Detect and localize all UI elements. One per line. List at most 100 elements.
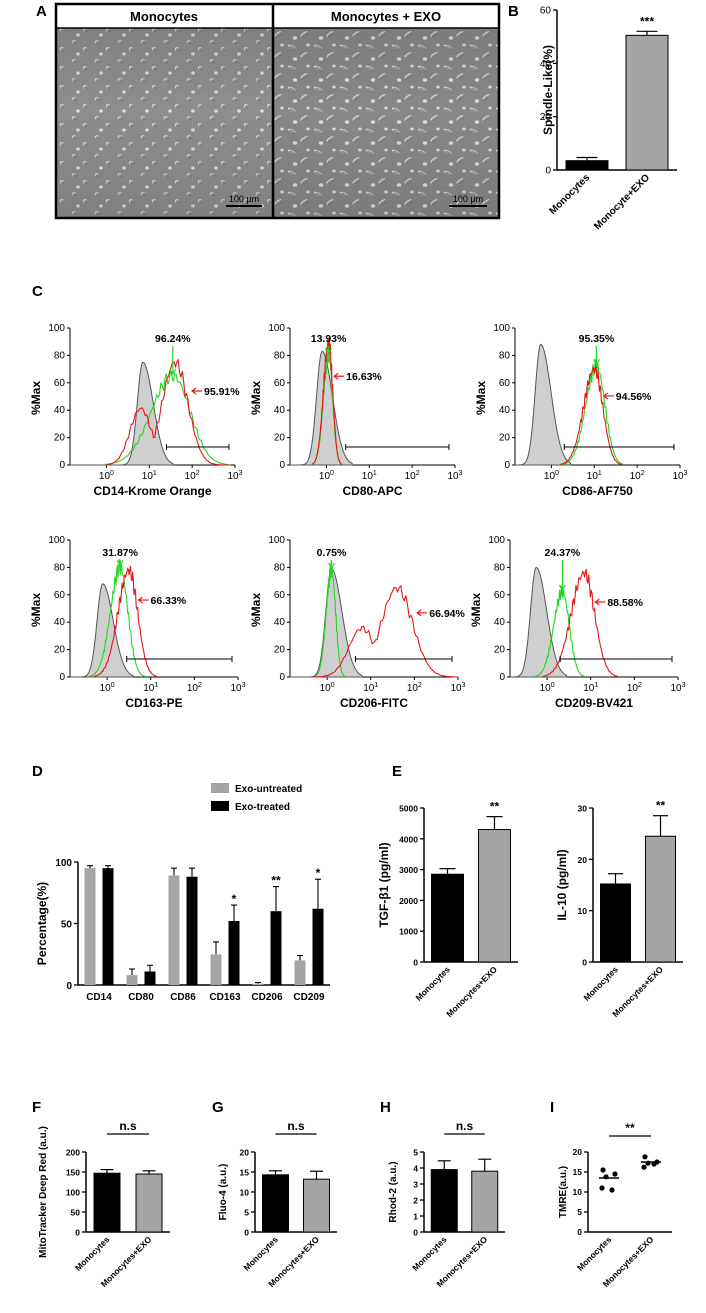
panel-label-h: H [380,1099,391,1116]
y-tick-label: 80 [274,350,286,361]
x-tick-label: 101 [362,470,377,482]
micrograph-title-bar [56,4,273,28]
y-axis-label: %Max [29,593,43,627]
green-histogram [314,562,346,677]
green-histogram [534,585,586,678]
y-tick-label: 3000 [399,865,418,875]
red-histogram [106,358,231,466]
x-axis-label: CD86-AF750 [562,484,633,498]
y-tick-label: 2 [413,1196,418,1206]
y-tick-label: 50 [61,920,73,931]
x-tick-label: 101 [587,470,602,482]
panel-label-e: E [392,763,402,780]
y-tick-label: 20 [54,645,66,656]
y-tick-label: 60 [54,378,66,389]
x-tick-label: CD80 [128,992,154,1003]
significance-label: n.s [287,1119,305,1133]
red-arrowhead [416,609,422,617]
y-tick-label: 60 [274,378,286,389]
x-tick-label: Monocytes+EXO [444,964,499,1019]
x-tick-label: 102 [630,470,645,482]
y-axis-label: %Max [469,593,483,627]
y-tick-label: 60 [274,590,286,601]
x-tick-label: CD14 [86,992,112,1003]
x-tick-label: 102 [187,682,202,694]
y-tick-label: 0 [66,981,72,992]
green-percentage: 96.24% [155,333,191,345]
green-arrowhead [558,584,566,592]
y-tick-label: 10 [240,1188,250,1198]
red-histogram [542,568,619,678]
y-tick-label: 100 [488,535,505,546]
control-histogram [290,568,363,678]
bar [431,873,464,963]
control-histogram [70,361,174,466]
bar [228,921,240,985]
y-tick-label: 80 [494,562,506,573]
y-tick-label: 1000 [399,927,418,937]
y-tick-label: 40 [540,59,552,70]
y-axis-label: %Max [29,381,43,415]
bar [312,908,324,985]
y-tick-label: 0 [504,460,510,471]
y-tick-label: 20 [240,1148,250,1158]
bar [303,1178,330,1233]
y-tick-label: 40 [54,405,66,416]
x-axis-label: CD163-PE [125,696,182,710]
micrograph-frame [54,2,501,220]
green-arrowhead [325,348,333,355]
y-axis-label: TGF-β1 (pg/ml) [377,842,391,927]
x-tick-label: 100 [544,470,559,482]
panel-label-b: B [508,3,519,20]
y-tick-label: 100 [66,1188,80,1198]
legend-label: Exo-treated [235,802,290,813]
bar [126,975,138,985]
y-axis-label: MitoTracker Deep Red (a.u.) [38,1126,49,1258]
y-tick-label: 15 [240,1168,250,1178]
green-percentage: 24.37% [545,547,581,559]
bar [262,1174,289,1233]
panel-label-i: I [550,1099,554,1116]
significance-label: *** [640,14,654,28]
bar [210,954,222,985]
x-tick-label: 103 [447,470,462,482]
y-tick-label: 60 [54,590,66,601]
red-arrowhead [602,392,609,400]
y-tick-label: 200 [66,1148,80,1158]
y-tick-label: 0 [279,672,285,683]
bar [135,1173,163,1233]
y-tick-label: 0 [244,1228,249,1238]
y-tick-label: 100 [493,323,510,334]
data-point [612,1171,618,1177]
significance-label: n.s [119,1119,137,1133]
y-tick-label: 5 [577,1207,582,1217]
x-axis-label: CD206-FITC [340,696,408,710]
red-percentage: 88.58% [607,597,643,609]
x-tick-label: 103 [672,470,687,482]
data-point [599,1185,605,1191]
x-tick-label: Monocytes [413,964,452,1003]
panel-label-f: F [32,1099,41,1116]
y-tick-label: 60 [499,378,511,389]
x-tick-label: CD209 [293,992,325,1003]
y-axis-label: Percentage(%) [35,882,49,965]
y-axis-label: IL-10 (pg/ml) [555,849,569,920]
y-tick-label: 20 [274,645,286,656]
green-arrowhead [327,562,335,570]
bar [600,883,631,963]
y-tick-label: 1 [413,1212,418,1222]
x-tick-label: 101 [143,682,158,694]
x-tick-label: 100 [319,470,334,482]
x-axis-label: CD14-Krome Orange [93,484,211,498]
red-percentage: 95.91% [204,386,240,398]
x-tick-label: 101 [142,470,157,482]
y-tick-label: 40 [494,617,506,628]
micrograph-vignette [56,4,273,218]
y-tick-label: 50 [71,1208,81,1218]
y-tick-label: 10 [573,1187,583,1197]
x-tick-label: 103 [450,682,465,694]
green-percentage: 0.75% [317,547,347,559]
red-percentage: 66.33% [151,595,187,607]
legend-label: Exo-untreated [235,784,302,795]
y-tick-label: 4000 [399,834,418,844]
